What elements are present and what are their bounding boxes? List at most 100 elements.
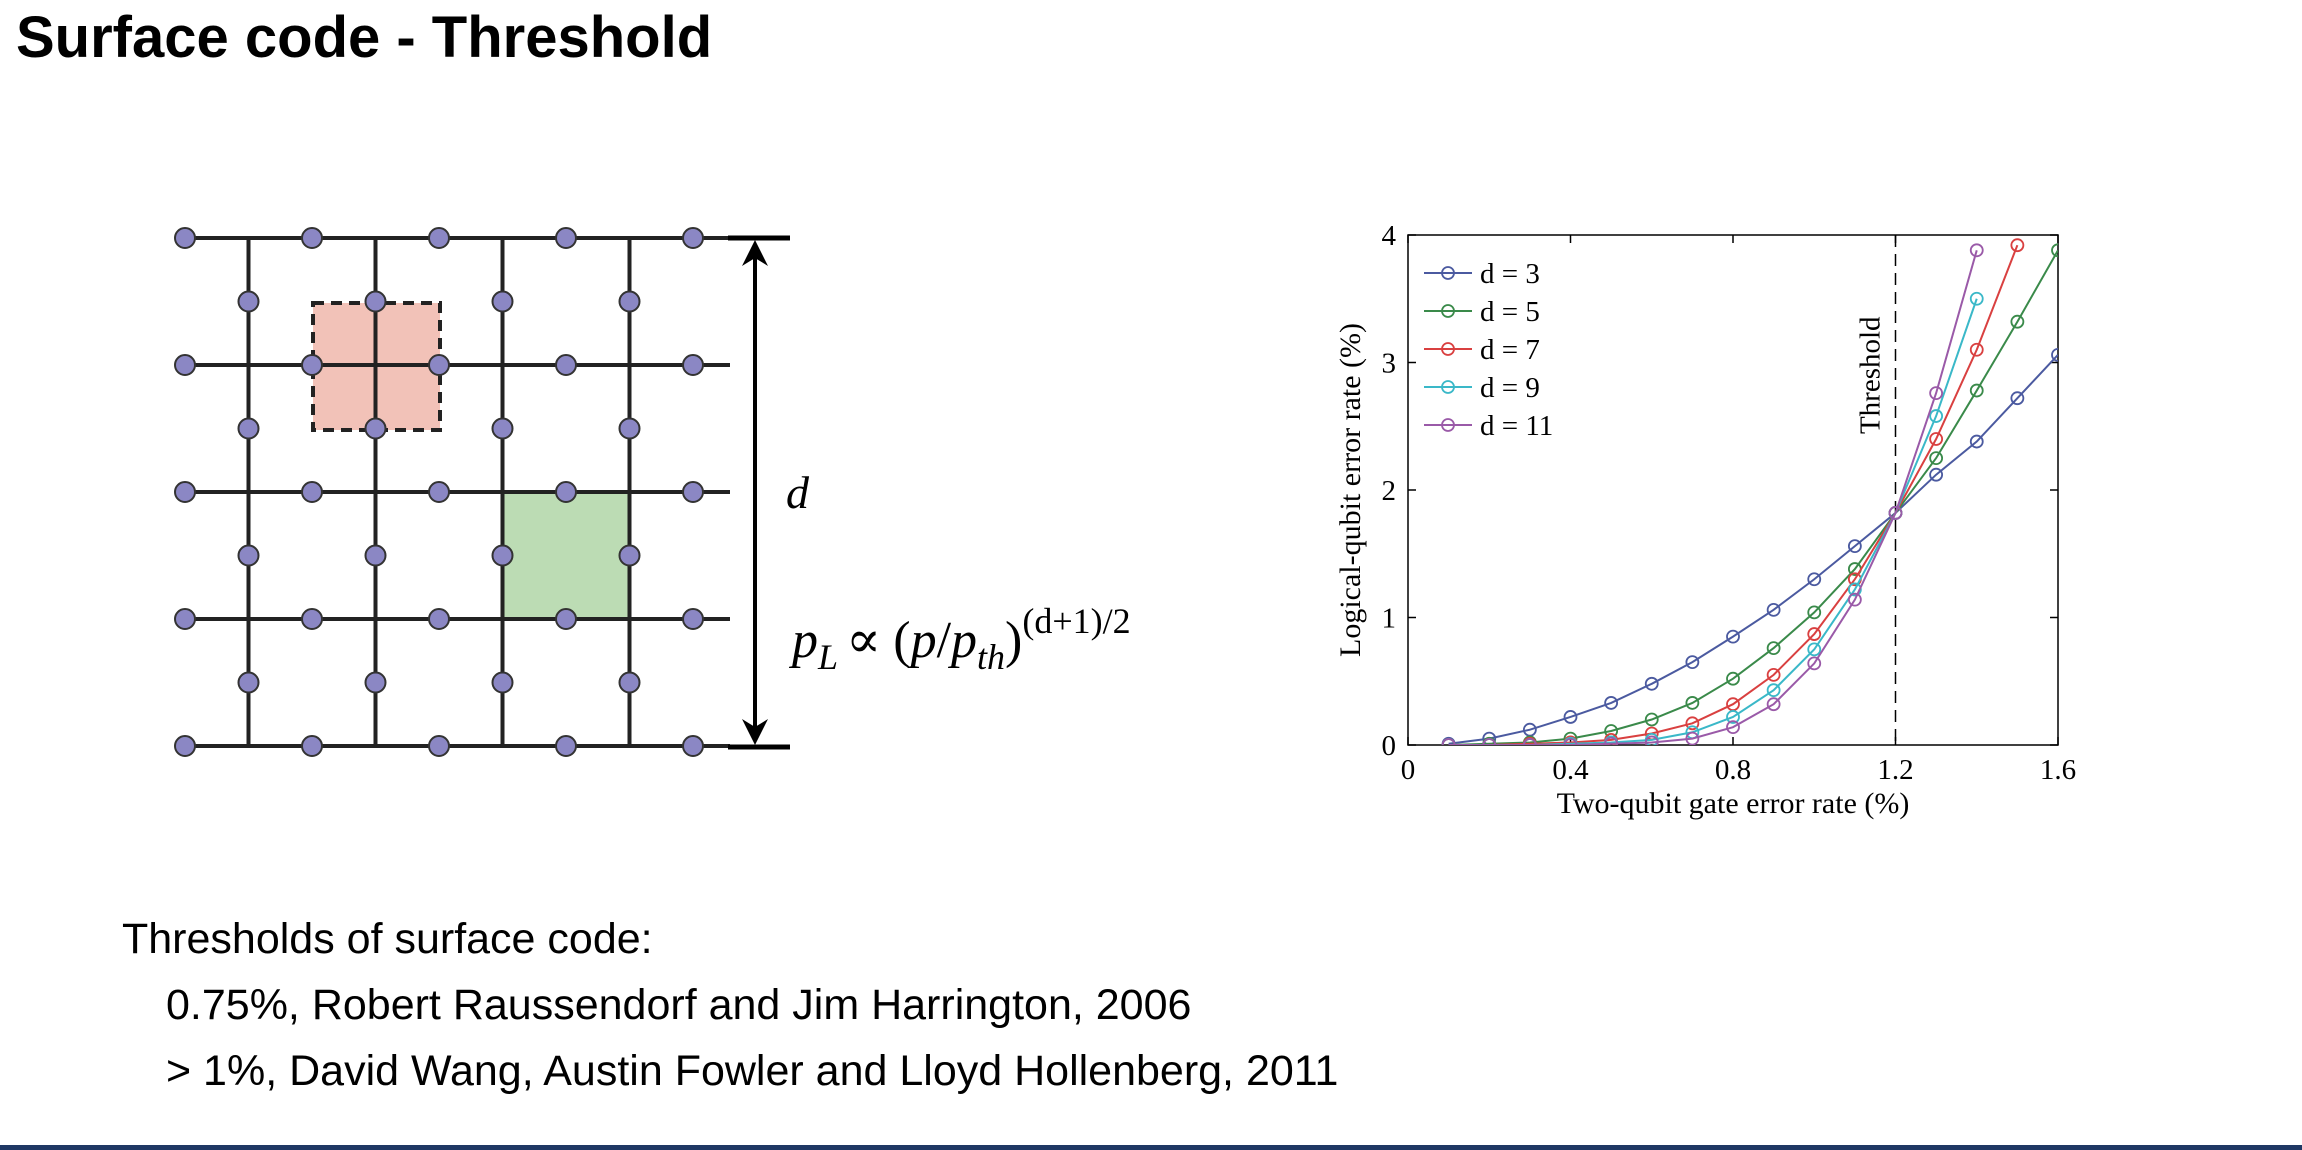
qubit-node [364, 544, 387, 567]
data-point [1726, 671, 1740, 686]
legend-label: d = 7 [1480, 334, 1540, 366]
qubit-node [618, 417, 641, 440]
legend-label: d = 9 [1480, 372, 1540, 404]
qubit-node [301, 354, 323, 376]
data-point [1604, 696, 1619, 710]
distance-arrow-down-head [742, 719, 768, 745]
data-point [1644, 735, 1659, 745]
y-tick-label: 4 [1382, 220, 1397, 252]
legend-entry: d = 11 [1424, 410, 1553, 442]
qubit-node [618, 290, 641, 313]
data-point [2010, 238, 2025, 253]
formula-exponent: (d+1)/2 [1022, 601, 1130, 641]
qubit-node [364, 417, 387, 440]
threshold-item-raussendorf: 0.75%, Robert Raussendorf and Jim Harrin… [166, 981, 1192, 1029]
threshold-chart: 0 0.4 0.8 1.2 1.6 0 1 2 3 4 Two-qubit gate error r… [1334, 220, 2076, 820]
series-line [1448, 249, 2058, 745]
legend-label: d = 11 [1480, 410, 1553, 442]
data-point [1847, 539, 1862, 554]
qubit-node [428, 354, 450, 376]
y-tick-label: 3 [1382, 348, 1397, 380]
qubit-node [364, 671, 387, 694]
distance-label: d [786, 467, 810, 518]
data-point [1807, 627, 1822, 641]
distance-arrow-up-head [742, 240, 768, 266]
data-point [1929, 409, 1944, 423]
formula-proportional: ∝ [846, 612, 881, 669]
data-point [1807, 656, 1822, 671]
qubit-node [301, 735, 323, 757]
data-point [1766, 697, 1781, 712]
qubit-node [682, 608, 704, 630]
qubit-node [682, 227, 704, 249]
legend-label: d = 5 [1480, 296, 1540, 328]
legend-entry: d = 5 [1424, 296, 1540, 328]
data-point [2010, 314, 2025, 329]
qubit-node [174, 608, 196, 630]
qubit-node [491, 544, 514, 567]
qubit-node [618, 544, 641, 567]
threshold-label: Threshold [1855, 316, 1887, 434]
data-point [1888, 506, 1903, 520]
data-point [1685, 716, 1700, 731]
qubit-node [428, 735, 450, 757]
x-tick-label: 1.2 [1877, 754, 1913, 786]
data-point [1726, 710, 1740, 724]
formula-open-paren: ( [893, 612, 910, 669]
legend-entry: d = 3 [1424, 258, 1540, 290]
qubit-node [174, 735, 196, 757]
qubit-node [555, 481, 577, 503]
y-axis-label: Logical-qubit error rate (%) [1334, 323, 1367, 657]
chart-series [1441, 243, 1984, 745]
series-line [1448, 250, 1978, 745]
lattice-grid-lines [185, 236, 730, 748]
data-point [1726, 629, 1740, 644]
legend-label: d = 3 [1480, 258, 1540, 290]
data-point [1969, 434, 1984, 449]
qubit-node [555, 608, 577, 630]
data-point [1807, 642, 1822, 657]
data-point [1644, 712, 1659, 727]
qubit-node [237, 671, 260, 694]
qubit-node [428, 227, 450, 249]
x-tick-label: 1.6 [2040, 754, 2076, 786]
x-tick-label: 0.4 [1552, 754, 1589, 786]
data-point [1522, 738, 1537, 745]
qubit-node [491, 290, 514, 313]
qubit-node [491, 671, 514, 694]
x-tick-label: 0.8 [1715, 754, 1751, 786]
qubit-node [174, 481, 196, 503]
legend-swatch-marker [1441, 418, 1455, 432]
chart-series [1441, 347, 2058, 745]
legend-swatch-marker [1441, 266, 1455, 280]
qubit-node [555, 735, 577, 757]
data-point [1969, 243, 1984, 258]
data-point [1929, 451, 1944, 466]
series-line [1448, 354, 2058, 745]
y-tick-label: 0 [1382, 730, 1397, 762]
data-point [2051, 243, 2058, 258]
qubit-node [555, 227, 577, 249]
slide-footer-bar [0, 1145, 2302, 1150]
data-point [1604, 736, 1619, 745]
formula-p: p [907, 612, 937, 669]
data-point [1969, 342, 1984, 357]
data-point [1969, 383, 1984, 398]
data-point [1563, 710, 1578, 724]
qubit-node [682, 481, 704, 503]
data-point [1482, 738, 1497, 745]
slide-title: Surface code - Threshold [16, 5, 713, 70]
legend-swatch-marker [1441, 380, 1455, 394]
data-point [1929, 386, 1944, 401]
formula-sub-l: L [817, 637, 838, 677]
data-point [1929, 467, 1944, 482]
data-point [1969, 291, 1984, 306]
legend-entry: d = 9 [1424, 372, 1540, 404]
data-point [2010, 391, 2025, 406]
data-point [1766, 683, 1781, 698]
data-point [1807, 605, 1822, 620]
data-point [1847, 592, 1862, 607]
data-point [1441, 738, 1456, 745]
data-point [1766, 641, 1781, 656]
data-point [1685, 655, 1700, 670]
